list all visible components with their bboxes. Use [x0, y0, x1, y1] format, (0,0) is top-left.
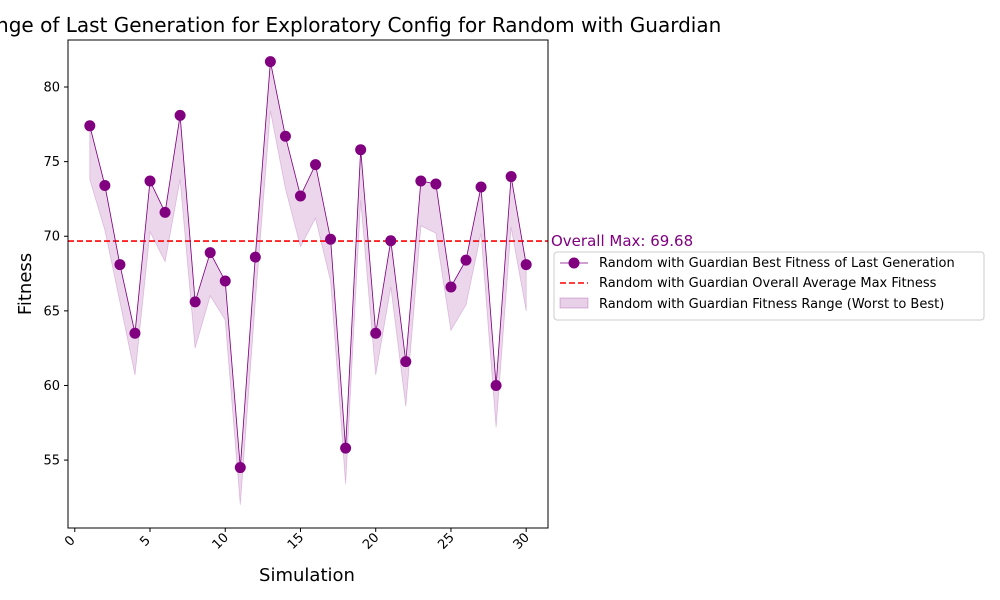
legend-marker-best-dot: [568, 257, 580, 269]
legend: Random with Guardian Best Fitness of Las…: [553, 251, 985, 321]
best-fitness-point: [370, 327, 382, 339]
plot-area: [68, 56, 548, 505]
best-fitness-point: [249, 251, 261, 263]
y-axis-label: Fitness: [15, 253, 36, 315]
best-fitness-point: [355, 144, 367, 156]
x-tick-label: 25: [435, 530, 457, 552]
best-fitness-point: [400, 356, 412, 368]
overall-max-annotation: Overall Max: 69.68: [551, 232, 693, 250]
best-fitness-point: [520, 259, 532, 271]
best-fitness-point: [415, 175, 427, 187]
best-fitness-point: [99, 180, 111, 192]
y-tick-label: 75: [43, 155, 60, 170]
best-fitness-point: [204, 247, 216, 259]
best-fitness-point: [234, 462, 246, 474]
x-tick-label: 30: [511, 530, 533, 552]
best-fitness-point: [294, 190, 306, 202]
best-fitness-point: [114, 259, 126, 271]
best-fitness-point: [310, 159, 322, 171]
best-fitness-point: [174, 109, 186, 121]
x-tick-label: 15: [285, 530, 307, 552]
best-fitness-point: [144, 175, 156, 187]
best-fitness-point: [340, 442, 352, 454]
best-fitness-point: [264, 56, 276, 68]
fitness-range-band: [89, 61, 527, 505]
best-fitness-point: [129, 327, 141, 339]
y-tick-label: 55: [43, 454, 60, 469]
legend-marker-range: [559, 297, 589, 309]
best-fitness-point: [159, 206, 171, 218]
best-fitness-point: [325, 233, 337, 245]
y-tick-label: 65: [43, 304, 60, 319]
y-tick-label: 60: [43, 379, 60, 394]
legend-label-average: Random with Guardian Overall Average Max…: [599, 276, 937, 291]
plot-frame: [67, 39, 549, 529]
best-fitness-point: [445, 281, 457, 293]
x-axis-ticks: 0 5 10 15 20 25 30: [62, 528, 533, 553]
x-tick-label: 10: [210, 530, 232, 552]
legend-label-range: Random with Guardian Fitness Range (Wors…: [599, 297, 944, 312]
y-tick-label: 80: [43, 81, 60, 96]
legend-label-best: Random with Guardian Best Fitness of Las…: [599, 256, 955, 271]
best-fitness-point: [490, 379, 502, 391]
best-fitness-point: [279, 130, 291, 142]
best-fitness-point: [430, 178, 442, 190]
best-fitness-point: [219, 275, 231, 287]
y-tick-label: 70: [43, 230, 60, 245]
x-axis-label: Simulation: [259, 565, 355, 586]
x-tick-label: 5: [137, 533, 153, 549]
best-fitness-point: [460, 254, 472, 266]
best-fitness-line: [89, 61, 527, 468]
best-fitness-point: [189, 296, 201, 308]
best-fitness-point: [505, 171, 517, 183]
y-axis-ticks: 55 60 65 70 75 80: [43, 81, 68, 469]
x-tick-label: 0: [62, 533, 78, 549]
legend-frame: [553, 251, 985, 321]
best-fitness-point: [385, 235, 397, 247]
chart-title: Fitness Range of Last Generation for Exp…: [0, 13, 721, 37]
x-tick-label: 20: [360, 530, 382, 552]
best-fitness-point: [475, 181, 487, 193]
best-fitness-point: [84, 120, 96, 132]
